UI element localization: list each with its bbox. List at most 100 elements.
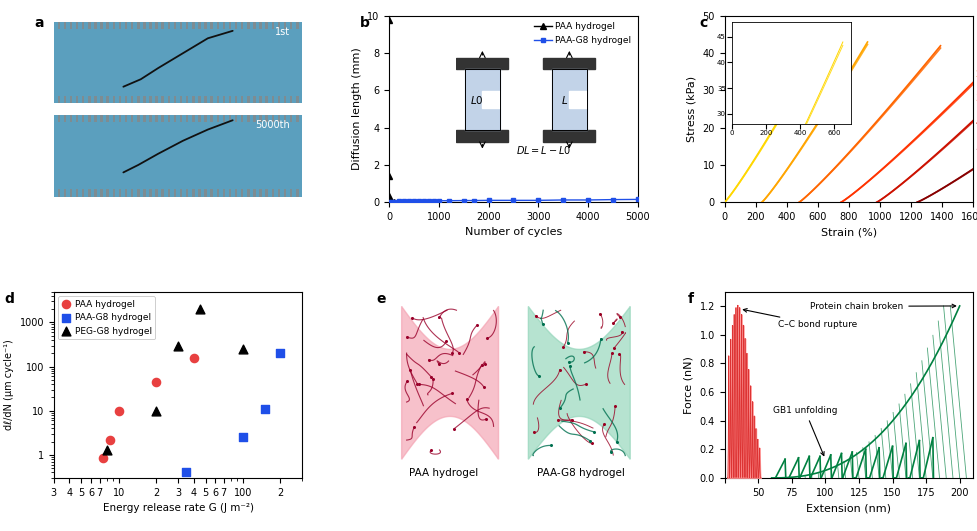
FancyBboxPatch shape xyxy=(137,115,140,122)
FancyBboxPatch shape xyxy=(229,22,231,29)
FancyBboxPatch shape xyxy=(198,96,200,104)
FancyBboxPatch shape xyxy=(174,96,176,104)
X-axis label: Extension (nm): Extension (nm) xyxy=(806,503,890,513)
FancyBboxPatch shape xyxy=(149,22,151,29)
PAA-G8 hydrogel xyxy=(412,198,424,204)
FancyBboxPatch shape xyxy=(149,96,151,104)
FancyBboxPatch shape xyxy=(161,189,164,196)
PAA hydrogel xyxy=(383,198,395,204)
FancyBboxPatch shape xyxy=(289,96,292,104)
FancyBboxPatch shape xyxy=(283,22,286,29)
Y-axis label: Force (nN): Force (nN) xyxy=(683,356,694,414)
FancyBboxPatch shape xyxy=(167,22,170,29)
FancyBboxPatch shape xyxy=(131,22,133,29)
PAA-G8 hydrogel xyxy=(507,197,519,203)
PAA-G8 hydrogel xyxy=(383,199,395,205)
FancyBboxPatch shape xyxy=(131,96,133,104)
FancyBboxPatch shape xyxy=(101,22,103,29)
FancyBboxPatch shape xyxy=(88,22,91,29)
FancyBboxPatch shape xyxy=(210,96,213,104)
Text: 1st: 1st xyxy=(275,27,289,37)
FancyBboxPatch shape xyxy=(259,22,262,29)
FancyBboxPatch shape xyxy=(186,96,189,104)
FancyBboxPatch shape xyxy=(296,22,298,29)
FancyBboxPatch shape xyxy=(180,22,182,29)
FancyBboxPatch shape xyxy=(131,189,133,196)
FancyBboxPatch shape xyxy=(265,189,268,196)
PEG-G8 hydrogel xyxy=(99,446,114,454)
FancyBboxPatch shape xyxy=(58,189,60,196)
FancyBboxPatch shape xyxy=(247,189,249,196)
FancyBboxPatch shape xyxy=(223,189,225,196)
FancyBboxPatch shape xyxy=(198,22,200,29)
FancyBboxPatch shape xyxy=(94,115,97,122)
FancyBboxPatch shape xyxy=(191,189,194,196)
FancyBboxPatch shape xyxy=(296,96,298,104)
FancyBboxPatch shape xyxy=(272,189,274,196)
FancyBboxPatch shape xyxy=(216,189,219,196)
FancyBboxPatch shape xyxy=(229,96,231,104)
PAA hydrogel xyxy=(386,199,398,205)
FancyBboxPatch shape xyxy=(277,96,279,104)
FancyBboxPatch shape xyxy=(106,189,108,196)
FancyBboxPatch shape xyxy=(191,96,194,104)
FancyBboxPatch shape xyxy=(69,22,72,29)
PEG-G8 hydrogel xyxy=(191,305,207,313)
PAA-G8 hydrogel xyxy=(403,198,414,204)
FancyBboxPatch shape xyxy=(125,189,127,196)
PAA-G8 hydrogel xyxy=(467,198,479,204)
FancyBboxPatch shape xyxy=(82,96,84,104)
FancyBboxPatch shape xyxy=(283,189,286,196)
PAA-G8 hydrogel xyxy=(607,196,618,203)
FancyBboxPatch shape xyxy=(174,189,176,196)
FancyBboxPatch shape xyxy=(198,115,200,122)
Text: GB1 unfolding: GB1 unfolding xyxy=(772,406,836,456)
X-axis label: Energy release rate G (J m⁻²): Energy release rate G (J m⁻²) xyxy=(103,503,253,513)
X-axis label: Number of cycles: Number of cycles xyxy=(464,227,562,237)
PAA-G8 hydrogel xyxy=(418,198,430,204)
FancyBboxPatch shape xyxy=(125,22,127,29)
Legend: PAA hydrogel, PAA-G8 hydrogel, PEG-G8 hydrogel: PAA hydrogel, PAA-G8 hydrogel, PEG-G8 hy… xyxy=(59,296,155,339)
PAA-G8 hydrogel xyxy=(557,197,569,203)
FancyBboxPatch shape xyxy=(112,96,115,104)
FancyBboxPatch shape xyxy=(247,96,249,104)
FancyBboxPatch shape xyxy=(76,115,78,122)
FancyBboxPatch shape xyxy=(186,22,189,29)
FancyBboxPatch shape xyxy=(125,115,127,122)
FancyBboxPatch shape xyxy=(180,96,182,104)
FancyBboxPatch shape xyxy=(161,115,164,122)
PAA-G8 hydrogel xyxy=(386,199,398,205)
FancyBboxPatch shape xyxy=(167,96,170,104)
PAA hydrogel xyxy=(186,353,201,362)
Polygon shape xyxy=(528,306,629,459)
PAA-G8 hydrogel xyxy=(457,198,469,204)
FancyBboxPatch shape xyxy=(167,189,170,196)
FancyBboxPatch shape xyxy=(76,96,78,104)
FancyBboxPatch shape xyxy=(247,115,249,122)
PAA hydrogel xyxy=(383,173,395,179)
FancyBboxPatch shape xyxy=(259,189,262,196)
FancyBboxPatch shape xyxy=(234,115,237,122)
PEG-G8 hydrogel xyxy=(170,341,186,350)
FancyBboxPatch shape xyxy=(82,22,84,29)
FancyBboxPatch shape xyxy=(54,22,302,104)
FancyBboxPatch shape xyxy=(240,96,243,104)
FancyBboxPatch shape xyxy=(106,22,108,29)
FancyBboxPatch shape xyxy=(143,115,146,122)
PEG-G8 hydrogel xyxy=(149,406,164,415)
FancyBboxPatch shape xyxy=(253,96,255,104)
FancyBboxPatch shape xyxy=(88,189,91,196)
FancyBboxPatch shape xyxy=(155,115,157,122)
FancyBboxPatch shape xyxy=(283,115,286,122)
FancyBboxPatch shape xyxy=(64,96,66,104)
FancyBboxPatch shape xyxy=(186,115,189,122)
PAA-G8 hydrogel xyxy=(631,196,643,203)
FancyBboxPatch shape xyxy=(76,22,78,29)
FancyBboxPatch shape xyxy=(180,189,182,196)
FancyBboxPatch shape xyxy=(247,22,249,29)
FancyBboxPatch shape xyxy=(259,96,262,104)
FancyBboxPatch shape xyxy=(58,22,60,29)
FancyBboxPatch shape xyxy=(265,22,268,29)
FancyBboxPatch shape xyxy=(64,115,66,122)
FancyBboxPatch shape xyxy=(118,189,121,196)
